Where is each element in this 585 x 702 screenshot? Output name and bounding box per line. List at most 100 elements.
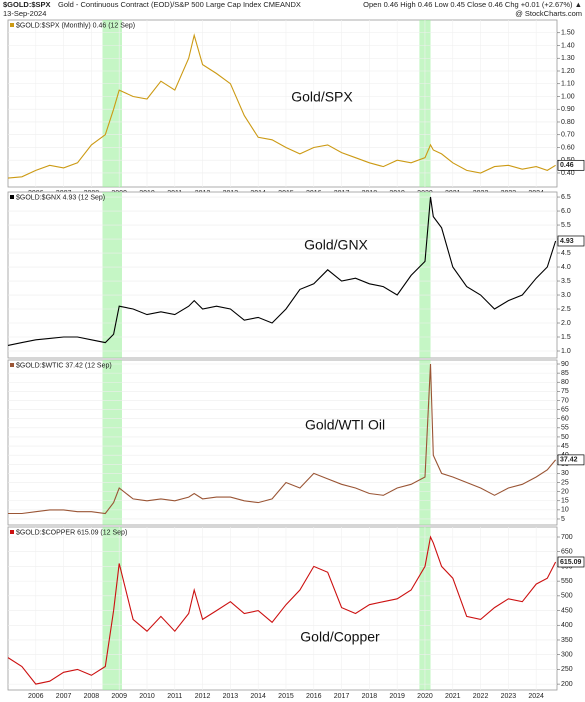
y-tick-label: 25	[561, 479, 569, 486]
y-tick-label: 75	[561, 388, 569, 395]
legend-swatch	[10, 23, 14, 27]
x-tick-label: 2023	[501, 693, 517, 700]
y-tick-label: 450	[561, 607, 573, 614]
x-tick-label: 2012	[195, 693, 211, 700]
series-line	[7, 33, 556, 179]
y-tick-label: 15	[561, 498, 569, 505]
panel	[7, 19, 558, 188]
x-tick-label: 2016	[306, 693, 322, 700]
y-tick-label: 1.50	[561, 30, 575, 37]
last-value-label: 0.46	[560, 162, 574, 169]
legend-label: $GOLD:$COPPER 615.09 (12 Sep)	[16, 529, 127, 536]
x-tick-label: 2022	[473, 693, 489, 700]
annotation: Gold/SPX	[291, 89, 353, 105]
y-tick-label: 2.0	[561, 320, 571, 327]
y-tick-label: 350	[561, 637, 573, 644]
x-tick-label: 2015	[278, 693, 294, 700]
x-tick-label: 2024	[528, 693, 544, 700]
symbol: $GOLD:$SPX	[3, 0, 51, 9]
y-tick-label: 1.0	[561, 348, 571, 355]
y-tick-label: 90	[561, 361, 569, 368]
series-line	[7, 196, 557, 346]
y-tick-label: 70	[561, 397, 569, 404]
y-tick-label: 6.5	[561, 194, 571, 201]
legend-label: $GOLD:$GNX 4.93 (12 Sep)	[16, 194, 105, 201]
y-tick-label: 250	[561, 666, 573, 673]
y-tick-label: 5.5	[561, 222, 571, 229]
y-tick-label: 85	[561, 370, 569, 377]
last-value-box	[557, 454, 585, 466]
y-tick-label: 300	[561, 652, 573, 659]
y-tick-label: 0.80	[561, 119, 575, 126]
annotation: Gold/Copper	[300, 629, 380, 645]
x-tick-label: 2010	[139, 693, 155, 700]
y-tick-label: 80	[561, 379, 569, 386]
y-tick-label: 1.00	[561, 93, 575, 100]
x-tick-label: 2009	[111, 693, 127, 700]
last-value-label: 615.09	[560, 559, 582, 566]
date: 13-Sep-2024	[3, 9, 46, 18]
highlight-band	[419, 192, 431, 358]
legend-label: $GOLD:$WTIC 37.42 (12 Sep)	[16, 362, 112, 369]
y-tick-label: 55	[561, 425, 569, 432]
highlight-band	[102, 20, 122, 187]
panel	[7, 359, 558, 526]
legend-label: $GOLD:$SPX (Monthly) 0.46 (12 Sep)	[16, 22, 135, 29]
x-tick-label: 2006	[28, 693, 44, 700]
last-value-label: 4.93	[560, 238, 574, 245]
y-tick-label: 50	[561, 434, 569, 441]
last-value-box	[557, 235, 585, 247]
x-tick-label: 2014	[250, 693, 266, 700]
y-tick-label: 10	[561, 507, 569, 514]
y-tick-label: 400	[561, 622, 573, 629]
last-value-label: 37.42	[560, 457, 578, 464]
x-tick-label: 2011	[167, 693, 182, 700]
y-tick-label: 1.20	[561, 68, 575, 75]
y-tick-label: 1.40	[561, 42, 575, 49]
credit: @ StockCharts.com	[515, 9, 582, 18]
y-tick-label: 45	[561, 443, 569, 450]
y-tick-label: 2.5	[561, 306, 571, 313]
x-tick-label: 2020	[417, 693, 433, 700]
y-tick-label: 1.5	[561, 334, 571, 341]
legend-swatch	[10, 195, 14, 199]
y-tick-label: 3.5	[561, 278, 571, 285]
y-tick-label: 700	[561, 534, 573, 541]
y-tick-label: 650	[561, 549, 573, 556]
y-tick-label: 3.0	[561, 292, 571, 299]
y-tick-label: 0.70	[561, 132, 575, 139]
y-tick-label: 550	[561, 578, 573, 585]
y-tick-label: 1.30	[561, 55, 575, 62]
x-tick-label: 2019	[389, 693, 405, 700]
subtitle: Gold - Continuous Contract (EOD)/S&P 500…	[58, 0, 301, 9]
y-tick-label: 30	[561, 470, 569, 477]
y-tick-label: 0.40	[561, 170, 575, 177]
y-tick-label: 65	[561, 406, 569, 413]
y-tick-label: 0.60	[561, 144, 575, 151]
x-tick-label: 2013	[223, 693, 239, 700]
y-tick-label: 1.10	[561, 81, 575, 88]
y-tick-label: 0.90	[561, 106, 575, 113]
y-tick-label: 6.0	[561, 208, 571, 215]
highlight-band	[102, 192, 122, 358]
x-tick-label: 2018	[362, 693, 378, 700]
series-line	[7, 535, 557, 685]
last-value-box	[557, 556, 585, 568]
y-tick-label: 4.5	[561, 250, 571, 257]
x-tick-label: 2008	[84, 693, 100, 700]
y-tick-label: 500	[561, 593, 573, 600]
y-tick-label: 20	[561, 488, 569, 495]
series-line	[8, 363, 557, 515]
last-value-box	[557, 159, 585, 171]
legend-swatch	[10, 530, 14, 534]
panel	[7, 191, 558, 359]
x-tick-label: 2021	[445, 693, 461, 700]
annotation: Gold/GNX	[304, 237, 368, 253]
y-tick-label: 5	[561, 516, 565, 523]
highlight-band	[102, 360, 122, 525]
annotation: Gold/WTI Oil	[305, 417, 385, 433]
legend-swatch	[10, 363, 14, 367]
x-tick-label: 2007	[56, 693, 72, 700]
highlight-band	[419, 360, 431, 525]
